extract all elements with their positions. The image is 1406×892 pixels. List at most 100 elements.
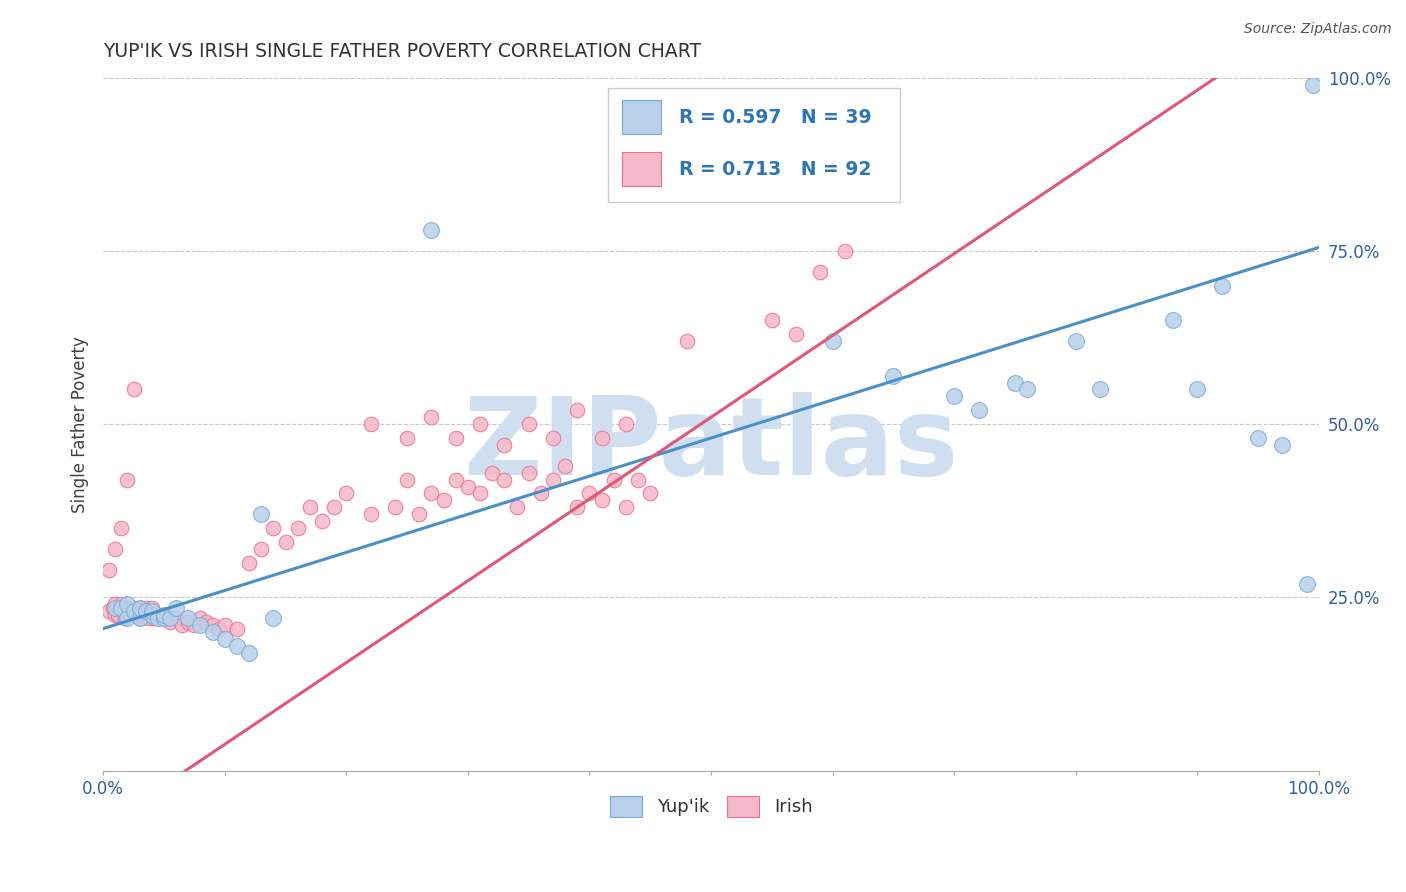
Point	[420, 410, 443, 425]
Legend: Yup'ik, Irish: Yup'ik, Irish	[602, 789, 820, 824]
Point	[153, 611, 176, 625]
Point	[810, 265, 832, 279]
Point	[785, 326, 807, 341]
Point	[195, 615, 218, 629]
Point	[1004, 376, 1026, 390]
Point	[1187, 383, 1209, 397]
Point	[1302, 78, 1324, 92]
Point	[238, 556, 260, 570]
Point	[967, 403, 990, 417]
Point	[122, 604, 145, 618]
Point	[591, 431, 613, 445]
Point	[614, 500, 637, 515]
Point	[214, 618, 236, 632]
Point	[262, 521, 284, 535]
Point	[177, 615, 200, 629]
Text: ZIPatlas: ZIPatlas	[464, 392, 959, 498]
Point	[675, 334, 697, 348]
Point	[190, 618, 212, 632]
Point	[834, 244, 856, 258]
Point	[122, 600, 145, 615]
Text: R = 0.597   N = 39: R = 0.597 N = 39	[679, 108, 872, 127]
Point	[177, 611, 200, 625]
FancyBboxPatch shape	[607, 88, 900, 202]
Point	[396, 473, 419, 487]
Point	[457, 479, 479, 493]
Point	[153, 611, 176, 625]
Point	[128, 600, 150, 615]
Y-axis label: Single Father Poverty: Single Father Poverty	[72, 335, 89, 513]
Point	[603, 473, 626, 487]
Point	[153, 607, 176, 622]
Point	[141, 607, 163, 622]
Point	[141, 604, 163, 618]
Point	[494, 473, 516, 487]
Point	[104, 598, 127, 612]
Point	[104, 600, 127, 615]
Point	[1017, 383, 1039, 397]
Point	[127, 607, 149, 622]
Point	[541, 473, 564, 487]
Point	[298, 500, 321, 515]
Point	[214, 632, 236, 646]
Point	[311, 514, 333, 528]
Point	[128, 611, 150, 625]
Point	[225, 639, 247, 653]
Point	[591, 493, 613, 508]
Point	[517, 417, 540, 431]
Point	[420, 486, 443, 500]
Point	[104, 607, 127, 622]
Point	[208, 622, 231, 636]
Point	[614, 417, 637, 431]
Point	[1088, 383, 1111, 397]
Point	[110, 521, 132, 535]
Point	[159, 615, 181, 629]
Point	[117, 611, 139, 625]
Point	[567, 500, 589, 515]
Point	[135, 604, 157, 618]
Point	[420, 223, 443, 237]
Point	[114, 611, 136, 625]
Point	[135, 604, 157, 618]
Point	[1211, 278, 1233, 293]
Point	[122, 604, 145, 618]
Text: Source: ZipAtlas.com: Source: ZipAtlas.com	[1244, 22, 1392, 37]
Point	[494, 438, 516, 452]
Point	[110, 600, 132, 615]
Text: R = 0.713   N = 92: R = 0.713 N = 92	[679, 160, 872, 178]
Point	[117, 600, 139, 615]
Point	[183, 618, 205, 632]
Point	[101, 600, 124, 615]
Point	[821, 334, 844, 348]
Point	[141, 600, 163, 615]
Point	[104, 541, 127, 556]
Point	[481, 466, 503, 480]
Point	[98, 604, 121, 618]
Point	[172, 618, 194, 632]
Point	[146, 607, 169, 622]
Point	[384, 500, 406, 515]
FancyBboxPatch shape	[623, 153, 661, 186]
Point	[165, 600, 187, 615]
Point	[159, 611, 181, 625]
Point	[287, 521, 309, 535]
Point	[505, 500, 527, 515]
Point	[117, 604, 139, 618]
Point	[110, 598, 132, 612]
Point	[238, 646, 260, 660]
Point	[117, 598, 139, 612]
Point	[444, 431, 467, 445]
Point	[396, 431, 419, 445]
Point	[1271, 438, 1294, 452]
Point	[153, 607, 176, 622]
Point	[250, 508, 273, 522]
Point	[201, 618, 224, 632]
Point	[1295, 576, 1317, 591]
Point	[360, 508, 382, 522]
Point	[135, 600, 157, 615]
Point	[943, 389, 966, 403]
Point	[408, 508, 430, 522]
Point	[1161, 313, 1184, 327]
Point	[882, 368, 904, 383]
Point	[360, 417, 382, 431]
